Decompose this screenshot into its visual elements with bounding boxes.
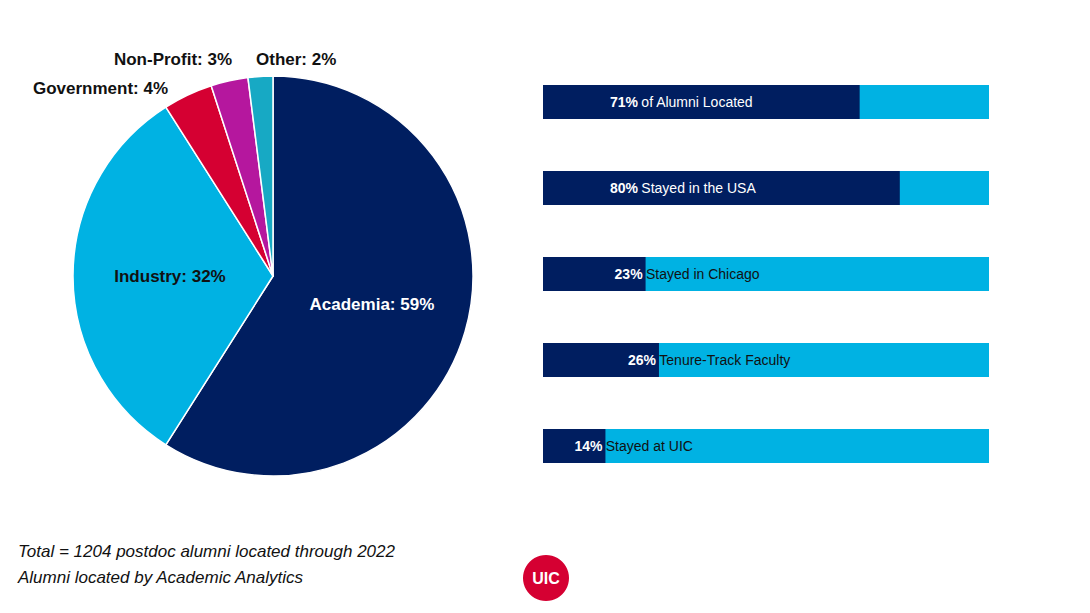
- svg-text:of Alumni Located: of Alumni Located: [641, 94, 752, 110]
- svg-text:Industry: 32%: Industry: 32%: [114, 267, 225, 286]
- svg-text:Government: 4%: Government: 4%: [33, 79, 168, 98]
- svg-text:23%: 23%: [615, 266, 644, 282]
- svg-text:Academia: 59%: Academia: 59%: [310, 295, 435, 314]
- svg-text:Non-Profit: 3%: Non-Profit: 3%: [114, 50, 232, 69]
- svg-text:26%: 26%: [628, 352, 657, 368]
- svg-text:Stayed in Chicago: Stayed in Chicago: [646, 266, 760, 282]
- svg-text:Stayed in the USA: Stayed in the USA: [641, 180, 756, 196]
- svg-text:80%: 80%: [610, 180, 639, 196]
- svg-text:Tenure-Track Faculty: Tenure-Track Faculty: [659, 352, 790, 368]
- svg-text:Stayed at UIC: Stayed at UIC: [606, 438, 693, 454]
- svg-text:Total = 1204 postdoc alumni lo: Total = 1204 postdoc alumni located thro…: [18, 542, 396, 561]
- svg-text:UIC: UIC: [532, 570, 560, 587]
- svg-text:71%: 71%: [610, 94, 639, 110]
- svg-text:Alumni located by Academic Ana: Alumni located by Academic Analytics: [17, 568, 304, 587]
- svg-text:Other: 2%: Other: 2%: [256, 50, 336, 69]
- svg-text:14%: 14%: [574, 438, 603, 454]
